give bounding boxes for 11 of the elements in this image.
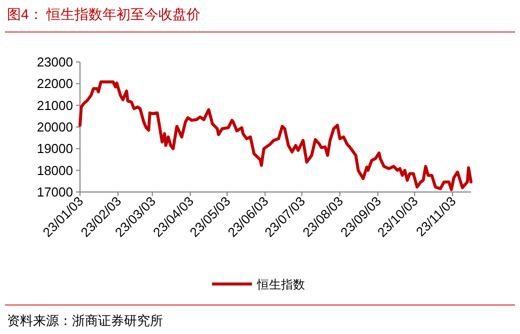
legend-label: 恒生指数 <box>256 278 305 292</box>
y-tick-label: 23000 <box>36 54 73 70</box>
y-tick-label: 18000 <box>36 162 73 178</box>
legend: 恒生指数 <box>212 278 305 292</box>
annotation: 资料来源：浙商证券研究所 <box>7 313 163 328</box>
y-tick-label: 21000 <box>36 98 73 113</box>
y-tick-label: 22000 <box>36 76 73 92</box>
y-tick-label: 17000 <box>36 184 73 200</box>
y-tick-label: 19000 <box>36 141 73 156</box>
y-tick-label: 20000 <box>36 120 73 134</box>
title: 图4： 恒生指数年初至今收盘价 <box>7 6 201 22</box>
